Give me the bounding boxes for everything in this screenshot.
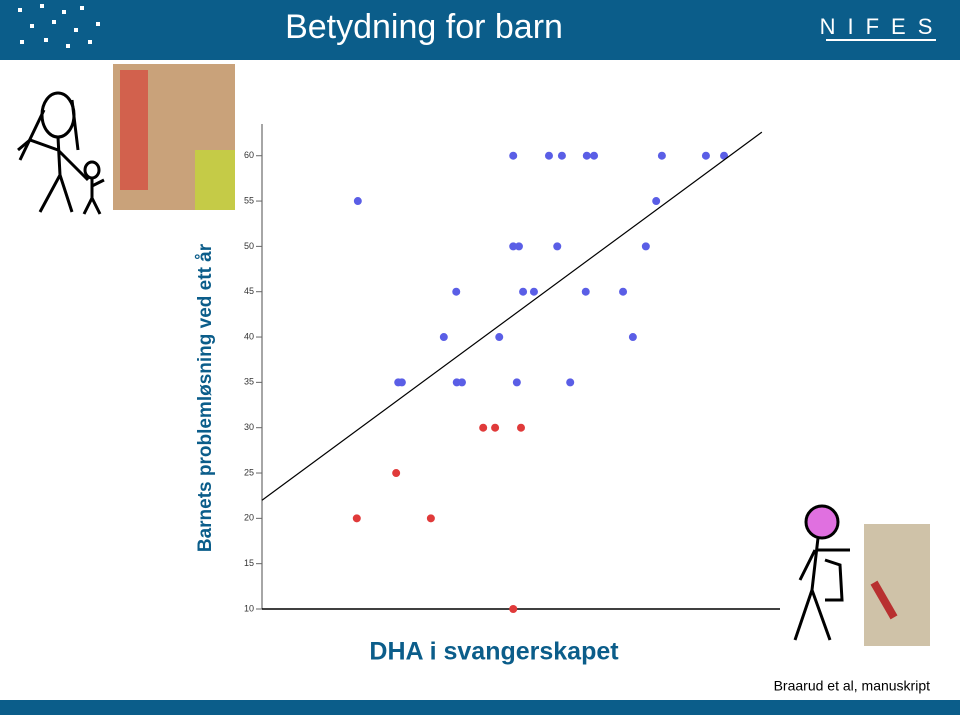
point (519, 287, 528, 296)
point (641, 242, 650, 251)
point (701, 151, 710, 160)
y-tick-label: 45 (244, 286, 254, 296)
point (479, 423, 488, 432)
y-tick-label: 55 (244, 195, 254, 205)
point (495, 333, 504, 342)
point (581, 287, 590, 296)
point (566, 378, 575, 387)
footer-bar (0, 700, 960, 715)
point (509, 151, 518, 160)
y-axis-label: Barnets problemløsning ved ett år (195, 243, 216, 552)
y-tick-label: 20 (244, 513, 254, 523)
y-tick-label: 60 (244, 150, 254, 160)
point (529, 287, 538, 296)
point (439, 333, 448, 342)
point (628, 333, 637, 342)
point (553, 242, 562, 251)
point (509, 605, 518, 613)
point (352, 514, 361, 523)
slide-title: Betydning for barn (285, 8, 563, 46)
point (657, 151, 666, 160)
y-tick-label: 25 (244, 467, 254, 477)
y-tick-label: 50 (244, 241, 254, 251)
x-axis-label: DHA i svangerskapet (369, 638, 619, 666)
point (392, 469, 401, 478)
point (353, 197, 362, 206)
point (590, 151, 599, 160)
point (426, 514, 435, 523)
stick-figure-left (17, 91, 105, 215)
photo-detail (195, 150, 235, 210)
y-tick-label: 30 (244, 422, 254, 432)
header-dots (18, 4, 100, 48)
point (457, 378, 466, 387)
point (512, 378, 521, 387)
y-tick-label: 35 (244, 377, 254, 387)
point (452, 287, 461, 296)
logo: NIFES (820, 14, 945, 39)
y-tick-label: 15 (244, 558, 254, 568)
photo-detail (870, 580, 898, 620)
y-tick-label: 40 (244, 331, 254, 341)
point (619, 287, 628, 296)
point (517, 423, 525, 432)
point (582, 151, 591, 160)
y-tick-label: 10 (244, 603, 254, 613)
point (397, 378, 406, 387)
point (544, 151, 553, 160)
header-bar (0, 0, 960, 60)
stick-figure-right (793, 504, 850, 641)
point (514, 242, 523, 251)
trend-line (261, 131, 763, 501)
point (652, 197, 661, 206)
citation: Braarud et al, manuskript (774, 678, 931, 694)
point (557, 151, 566, 160)
point (491, 423, 500, 432)
point (720, 151, 729, 160)
point (509, 242, 518, 251)
photo-detail (120, 70, 148, 190)
